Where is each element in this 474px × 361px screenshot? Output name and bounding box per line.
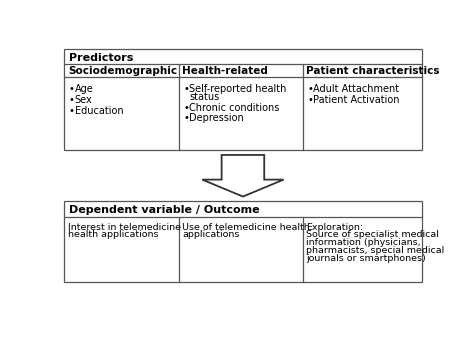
Text: Health-related: Health-related xyxy=(182,66,268,77)
Text: Patient Activation: Patient Activation xyxy=(313,95,400,105)
Text: Dependent variable / Outcome: Dependent variable / Outcome xyxy=(69,205,259,215)
Text: Exploration:: Exploration: xyxy=(307,223,364,232)
Text: Self-reported health: Self-reported health xyxy=(190,84,287,94)
Text: •: • xyxy=(69,106,74,116)
Bar xyxy=(64,201,422,282)
Text: Education: Education xyxy=(75,106,123,116)
Text: •: • xyxy=(307,95,313,105)
Text: health applications: health applications xyxy=(68,230,158,239)
Text: Use of telemedicine health: Use of telemedicine health xyxy=(182,223,310,232)
Text: journals or smartphones): journals or smartphones) xyxy=(307,253,426,262)
Text: •: • xyxy=(183,103,189,113)
Text: Sociodemographic: Sociodemographic xyxy=(68,66,177,77)
Text: information (physicians,: information (physicians, xyxy=(307,238,421,247)
Text: •: • xyxy=(183,113,189,123)
Text: Source of specialist medical: Source of specialist medical xyxy=(307,230,439,239)
Text: Adult Attachment: Adult Attachment xyxy=(313,84,400,94)
Text: Age: Age xyxy=(75,84,93,94)
Text: •: • xyxy=(183,84,189,94)
Text: •: • xyxy=(69,95,74,105)
Text: Sex: Sex xyxy=(75,95,92,105)
Text: •: • xyxy=(307,84,313,94)
Text: Patient characteristics: Patient characteristics xyxy=(307,66,440,77)
Bar xyxy=(64,49,422,150)
Text: Interest in telemedicine: Interest in telemedicine xyxy=(68,223,181,232)
Text: Predictors: Predictors xyxy=(69,53,133,62)
Text: applications: applications xyxy=(182,230,240,239)
Text: Depression: Depression xyxy=(190,113,244,123)
Text: status: status xyxy=(190,92,220,102)
Text: Chronic conditions: Chronic conditions xyxy=(190,103,280,113)
Text: •: • xyxy=(69,84,74,94)
Polygon shape xyxy=(202,155,283,196)
Text: pharmacists, special medical: pharmacists, special medical xyxy=(307,246,445,255)
